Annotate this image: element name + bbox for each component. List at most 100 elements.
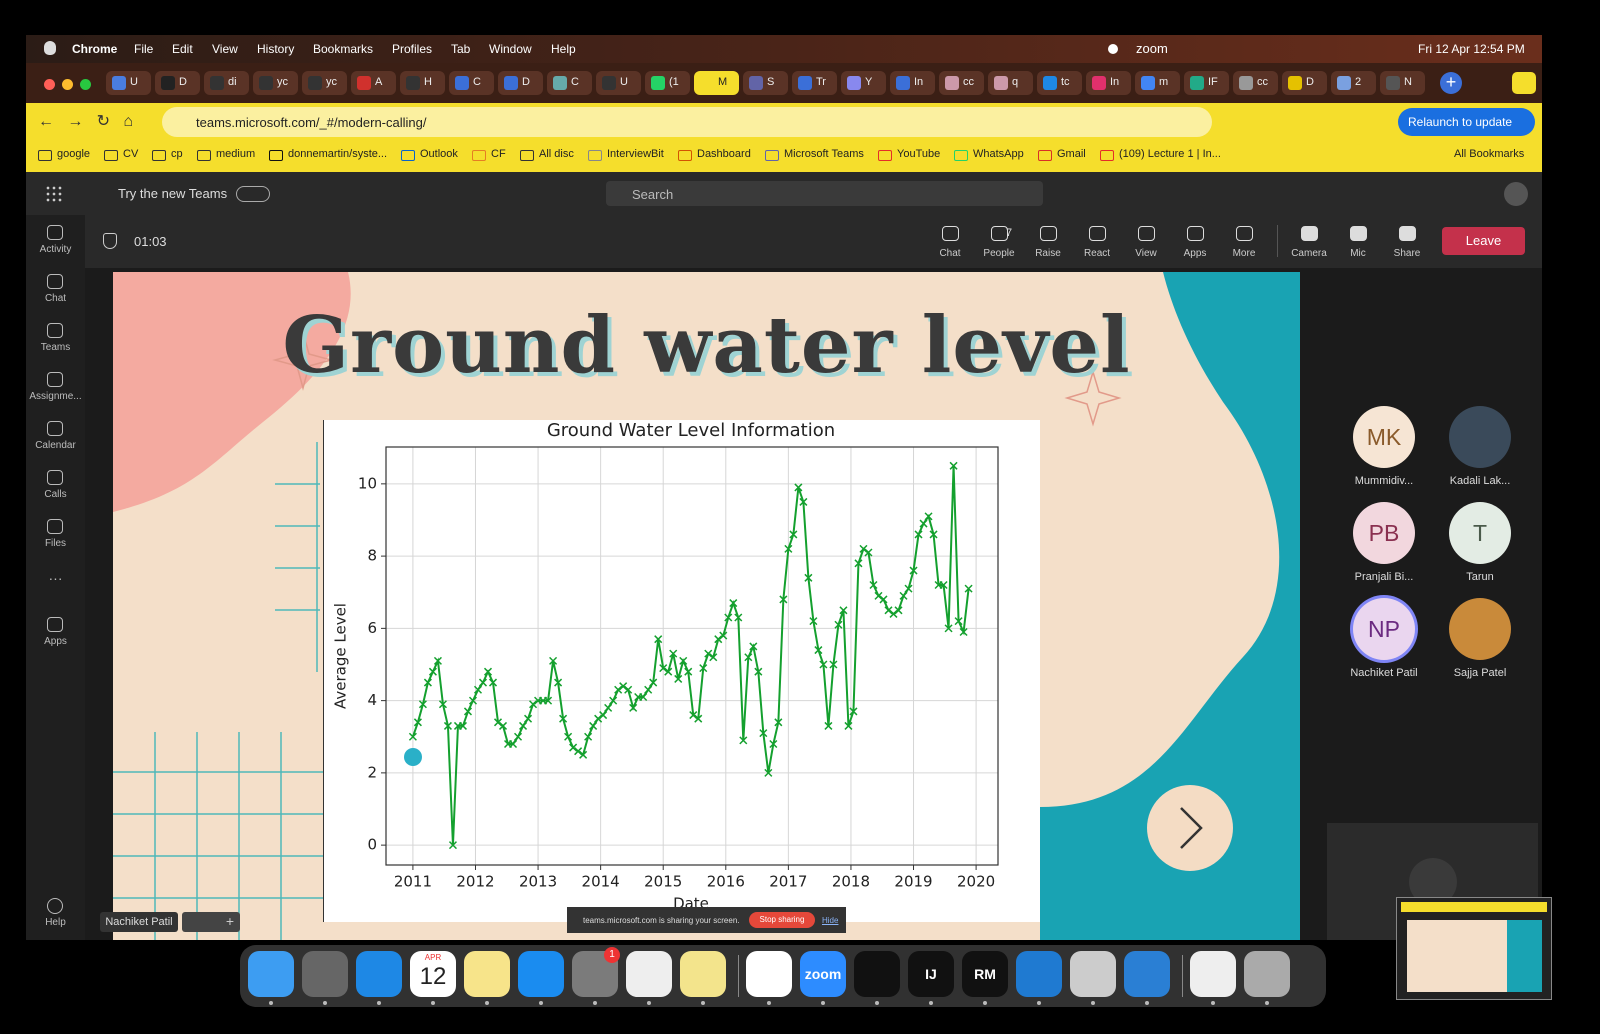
all-bookmarks[interactable]: All Bookmarks xyxy=(1454,148,1525,160)
sidebar-icon[interactable] xyxy=(47,274,63,289)
dock-icon[interactable] xyxy=(1070,951,1116,997)
dock-icon[interactable]: IJ xyxy=(908,951,954,997)
participant-avatar[interactable] xyxy=(1449,406,1511,468)
browser-tab[interactable]: (1 xyxy=(645,71,690,95)
browser-tab[interactable]: D xyxy=(155,71,200,95)
datetime[interactable]: Fri 12 Apr 12:54 PM xyxy=(1418,42,1525,56)
new-teams-toggle[interactable] xyxy=(236,186,270,202)
relaunch-button[interactable]: Relaunch to update xyxy=(1398,108,1535,136)
search-box[interactable]: Search xyxy=(606,181,1043,206)
toolbar-icon[interactable] xyxy=(1040,226,1057,241)
participant-avatar[interactable] xyxy=(1449,598,1511,660)
toolbar-icon[interactable] xyxy=(1301,226,1318,241)
participant-avatar[interactable]: MK xyxy=(1353,406,1415,468)
dock-icon[interactable] xyxy=(1124,951,1170,997)
browser-tab[interactable]: Y xyxy=(841,71,886,95)
dock-icon[interactable] xyxy=(680,951,726,997)
app-name[interactable]: Chrome xyxy=(72,42,118,56)
menu-item[interactable]: Tab xyxy=(451,42,471,56)
menu-item[interactable]: Window xyxy=(489,42,532,56)
dock-icon[interactable]: APR 12 xyxy=(410,951,456,997)
browser-tab[interactable]: yc xyxy=(302,71,347,95)
browser-tab[interactable]: IF xyxy=(1184,71,1229,95)
more-apps[interactable]: ··· xyxy=(48,570,63,586)
browser-tab[interactable]: M xyxy=(694,71,739,95)
zoom-status[interactable]: zoom xyxy=(1136,41,1168,56)
dock-icon[interactable] xyxy=(1190,951,1236,997)
browser-tab[interactable]: N xyxy=(1380,71,1425,95)
dock-icon[interactable]: zoom xyxy=(800,951,846,997)
browser-tab[interactable]: D xyxy=(1282,71,1327,95)
menu-item[interactable]: View xyxy=(212,42,238,56)
dock-icon[interactable]: RM xyxy=(962,951,1008,997)
toolbar-icon[interactable] xyxy=(1350,226,1367,241)
sidebar-icon[interactable] xyxy=(47,372,63,387)
browser-tab[interactable]: yc xyxy=(253,71,298,95)
toolbar-icon[interactable] xyxy=(1399,226,1416,241)
toolbar-icon[interactable] xyxy=(942,226,959,241)
menu-item[interactable]: File xyxy=(134,42,154,56)
toolbar-icon[interactable] xyxy=(1089,226,1106,241)
dock-icon[interactable]: 1 xyxy=(572,947,620,997)
dock-icon[interactable] xyxy=(1016,951,1062,997)
nav-buttons[interactable]: ← → ↻ ⌂ xyxy=(38,113,134,130)
minimize-window[interactable] xyxy=(62,79,73,90)
browser-tab[interactable]: U xyxy=(106,71,151,95)
browser-tab[interactable]: U xyxy=(596,71,641,95)
menu-item[interactable]: History xyxy=(257,42,295,56)
browser-tab[interactable]: H xyxy=(400,71,445,95)
participant-avatar[interactable]: NP xyxy=(1353,598,1415,660)
participant-avatar[interactable]: T xyxy=(1449,502,1511,564)
dock-icon[interactable] xyxy=(854,951,900,997)
sidebar-icon[interactable] xyxy=(47,617,63,632)
toolbar-icon[interactable] xyxy=(1187,226,1204,241)
browser-tab[interactable]: Tr xyxy=(792,71,837,95)
participant-avatar[interactable]: PB xyxy=(1353,502,1415,564)
toolbar-icon[interactable] xyxy=(1236,226,1253,241)
browser-tab[interactable]: In xyxy=(890,71,935,95)
browser-tab[interactable]: tc xyxy=(1037,71,1082,95)
sidebar-icon[interactable] xyxy=(47,421,63,436)
dock-icon[interactable] xyxy=(464,951,510,997)
next-slide-button[interactable] xyxy=(1147,785,1233,871)
dock-icon[interactable] xyxy=(518,951,564,997)
browser-tab[interactable]: di xyxy=(204,71,249,95)
apple-logo[interactable] xyxy=(44,41,56,55)
menu-item[interactable]: Edit xyxy=(172,42,193,56)
sidebar-icon[interactable] xyxy=(47,225,63,240)
dock-icon[interactable] xyxy=(1244,951,1290,997)
browser-tab[interactable]: m xyxy=(1135,71,1180,95)
toolbar-icon[interactable] xyxy=(1138,226,1155,241)
dock-icon[interactable] xyxy=(626,951,672,997)
sidebar-icon[interactable] xyxy=(47,519,63,534)
hide-sharing[interactable]: Hide xyxy=(822,916,839,925)
zoom-controls[interactable]: + xyxy=(182,912,240,932)
maximize-window[interactable] xyxy=(80,79,91,90)
browser-tab[interactable]: A xyxy=(351,71,396,95)
browser-tab[interactable]: C xyxy=(547,71,592,95)
dock-icon[interactable] xyxy=(248,951,294,997)
leave-button[interactable]: Leave xyxy=(1442,227,1525,255)
browser-tab[interactable]: D xyxy=(498,71,543,95)
sidebar-icon[interactable] xyxy=(47,470,63,485)
browser-tab[interactable]: 2 xyxy=(1331,71,1376,95)
dock-icon[interactable] xyxy=(356,951,402,997)
dock-icon[interactable] xyxy=(746,951,792,997)
browser-tab[interactable]: C xyxy=(449,71,494,95)
tab-search[interactable] xyxy=(1512,72,1536,94)
sidebar-help[interactable]: Help xyxy=(45,917,66,928)
toolbar-icon[interactable] xyxy=(991,226,1008,241)
menu-item[interactable]: Profiles xyxy=(392,42,433,56)
menu-item[interactable]: Help xyxy=(551,42,576,56)
new-tab[interactable]: + xyxy=(1440,72,1462,94)
browser-tab[interactable]: q xyxy=(988,71,1033,95)
browser-tab[interactable]: cc xyxy=(1233,71,1278,95)
app-launcher[interactable] xyxy=(45,185,62,202)
menu-item[interactable]: Bookmarks xyxy=(313,42,374,56)
profile-avatar[interactable] xyxy=(1504,182,1528,206)
dock-icon[interactable] xyxy=(302,951,348,997)
omnibox[interactable]: teams.microsoft.com/_#/modern-calling/ xyxy=(162,107,1212,137)
close-window[interactable] xyxy=(44,79,55,90)
browser-tab[interactable]: S xyxy=(743,71,788,95)
record-icon[interactable] xyxy=(1108,44,1118,54)
